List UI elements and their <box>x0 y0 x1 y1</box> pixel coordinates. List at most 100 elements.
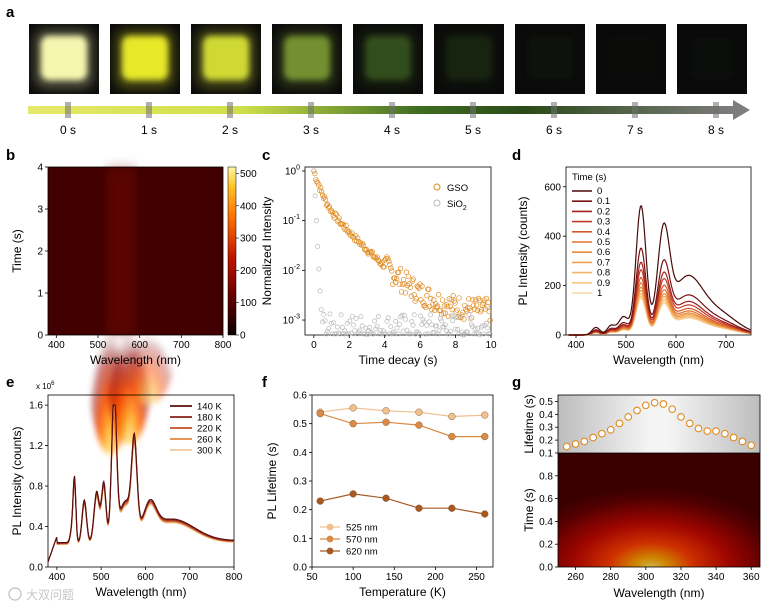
gso-point <box>485 299 491 305</box>
panel-f: 50 100 150 200 250 0.0 0.1 0.2 0.3 0.4 0.5 0.6 Tempe… <box>265 391 494 599</box>
sio2-point <box>380 328 386 334</box>
lifetime-point <box>694 424 703 433</box>
x-tick-label: 340 <box>708 572 725 583</box>
sio2-point <box>341 331 347 337</box>
panel-b: 400 500 600 700 800 0 1 2 3 4 Wavelength (nm) Time … <box>10 163 257 455</box>
lifetime-point <box>349 490 357 498</box>
gso-point <box>405 273 412 280</box>
x-tick-label: 8 <box>453 340 459 351</box>
excitation-heatmap <box>558 453 760 567</box>
gso-point <box>322 197 329 203</box>
panel-d-legend: Time (s) 00.10.20.30.40.50.60.70.80.91 <box>572 172 610 299</box>
phosphor-halo <box>602 30 660 88</box>
gso-point <box>480 300 487 306</box>
sio2-point <box>316 266 322 272</box>
lifetime-point <box>668 405 677 414</box>
gso-point <box>442 310 449 316</box>
lifetime-point <box>481 510 489 518</box>
sio2-point <box>320 319 325 325</box>
panel-g: 260 280 300 320 340 360 0.1 0.2 0.3 0.4 0.5 0.0 0.2 0… <box>522 394 761 600</box>
panel-a: a 0 s 1 s 2 s 3 s 4 s 5 s 6 s 7 s 8 s <box>6 4 750 137</box>
phosphor-halo <box>116 30 174 88</box>
gso-point <box>467 305 473 311</box>
lifetime-point <box>448 412 456 421</box>
gso-point <box>428 295 434 302</box>
sio2-point <box>480 323 485 329</box>
y-axis-label: PL Intensity (counts) <box>10 427 24 536</box>
lifetime-point <box>712 427 720 435</box>
sio2-point <box>485 325 490 331</box>
x-tick-label: 10 <box>485 340 497 351</box>
gso-point <box>340 221 346 227</box>
x-tick-label: 500 <box>93 572 110 583</box>
time-tick <box>308 102 314 118</box>
lifetime-point <box>633 406 641 415</box>
time-tick <box>632 102 638 118</box>
y-tick-label: 0.2 <box>539 540 553 551</box>
x-tick-label: 150 <box>386 572 403 583</box>
sio2-point <box>368 330 374 335</box>
legend-label: 260 K <box>197 435 222 446</box>
excitation-heatmap-shade <box>558 453 760 567</box>
panel-c: 0 2 4 6 8 10 Time decay (s) Normalized Intensit… <box>260 164 497 367</box>
legend-label: 0.2 <box>597 206 610 217</box>
sio2-point <box>423 331 428 337</box>
sio2-point <box>336 330 342 336</box>
time-label: 2 s <box>222 123 238 137</box>
gso-point <box>434 303 441 309</box>
y-tick-label: 0.4 <box>29 522 43 533</box>
time-tick <box>551 102 557 118</box>
x-tick-label: 700 <box>173 340 190 351</box>
legend-label: 0.8 <box>597 268 610 279</box>
y-tick-label: 200 <box>544 281 561 292</box>
gso-point <box>461 316 467 322</box>
sio2-point <box>420 317 426 323</box>
lifetime-line <box>320 493 485 515</box>
sio2-point <box>374 323 380 329</box>
time-label: 4 s <box>384 123 400 137</box>
y-tick-label: 0.3 <box>539 423 553 434</box>
lifetime-line <box>320 407 485 418</box>
sio2-point <box>313 218 319 223</box>
sio2-point <box>424 322 430 328</box>
time-tick <box>713 102 719 118</box>
gso-point <box>403 269 410 275</box>
gso-point <box>460 309 466 316</box>
sio2-point <box>362 331 368 337</box>
gso-point <box>385 256 391 262</box>
panel-c-axes: 0 2 4 6 8 10 Time decay (s) Normalized Intensit… <box>260 164 497 367</box>
lifetime-point <box>448 504 456 512</box>
decay-points <box>311 168 493 338</box>
sio2-point <box>331 320 337 326</box>
time-label: 0 s <box>60 123 76 137</box>
gso-point <box>319 189 325 195</box>
legend-marker <box>326 535 334 543</box>
lifetime-point <box>650 398 659 407</box>
legend-label: 620 nm <box>346 547 378 558</box>
legend-marker <box>326 547 334 555</box>
lifetime-point <box>562 442 571 451</box>
x-tick-label: 700 <box>181 572 198 583</box>
sio2-point <box>330 331 335 337</box>
sio2-point <box>370 331 376 337</box>
gso-point <box>466 296 472 302</box>
lifetime-point <box>677 413 685 421</box>
sio2-point <box>359 323 365 329</box>
legend-marker <box>326 523 334 531</box>
sio2-point <box>449 313 454 319</box>
sio2-point <box>444 328 449 334</box>
sio2-point <box>421 319 427 325</box>
lifetime-point <box>589 433 597 442</box>
sio2-point <box>472 326 478 332</box>
sio2-point <box>326 326 332 332</box>
time-tick <box>470 102 476 118</box>
panel-d-label: d <box>512 147 521 164</box>
sio2-point <box>435 331 441 337</box>
sio2-point <box>451 313 457 319</box>
phosphor-blob <box>608 36 654 80</box>
lifetime-point <box>448 432 456 441</box>
lifetime-point <box>415 504 423 512</box>
gso-point <box>454 307 460 313</box>
legend-label: 140 K <box>197 402 222 413</box>
sio2-point <box>394 325 400 331</box>
